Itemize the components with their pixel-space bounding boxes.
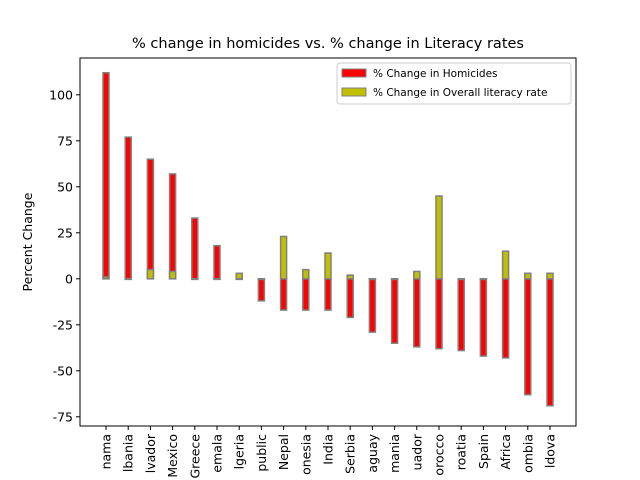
x-tick-label-9: onesia [298, 434, 313, 475]
bar-literacy-19 [524, 272, 532, 280]
legend-swatch-0 [341, 68, 367, 78]
bar-homicides-19 [524, 278, 532, 396]
bar-homicides-13 [390, 278, 399, 344]
bar-homicides-10 [324, 278, 332, 311]
legend-label-0: % Change in Homicides [373, 68, 498, 80]
x-tick-label-20: ldova [543, 434, 558, 468]
plot-frame [79, 57, 577, 427]
x-tick-label-15: orocco [432, 434, 447, 476]
bar-homicides-14 [413, 278, 421, 348]
bar-homicides-7 [257, 278, 266, 302]
bar-homicides-3 [168, 173, 177, 280]
x-tick-label-7: public [254, 434, 269, 472]
bar-homicides-11 [346, 278, 354, 319]
bar-homicides-4 [191, 217, 199, 280]
x-tick-label-3: Mexico [165, 434, 180, 478]
bar-literacy-11 [346, 274, 354, 280]
x-tick-label-19: ombia [520, 434, 535, 473]
bar-literacy-14 [413, 270, 421, 280]
bar-literacy-13 [390, 278, 399, 281]
x-tick-label-10: India [321, 434, 336, 465]
bar-literacy-10 [324, 252, 332, 280]
y-tick-label-1: -50 [53, 363, 73, 378]
bar-literacy-7 [257, 278, 266, 281]
bar-homicides-20 [546, 278, 554, 407]
x-tick-label-18: Africa [498, 434, 513, 470]
x-tick-label-5: emala [210, 434, 225, 473]
bar-literacy-3 [168, 270, 177, 280]
y-axis: -75 -50 -25 0 25 50 75 100 [49, 87, 80, 424]
bar-homicides-15 [435, 278, 443, 350]
bar-literacy-17 [479, 278, 488, 281]
bar-literacy-15 [435, 195, 443, 280]
legend-swatch-1 [341, 87, 367, 97]
bar-literacy-8 [279, 235, 288, 280]
bar-literacy-4 [191, 278, 199, 281]
x-tick-label-4: Greece [187, 434, 202, 479]
bar-literacy-6 [235, 272, 243, 280]
bar-homicides-17 [479, 278, 488, 357]
y-tick-label-7: 100 [49, 87, 73, 102]
bar-literacy-16 [457, 278, 465, 281]
bar-homicides-12 [368, 278, 377, 333]
x-tick-label-16: roatia [454, 434, 469, 470]
bars-layer [102, 71, 554, 407]
legend: % Change in Homicides % Change in Overall… [336, 62, 572, 105]
y-tick-label-0: -75 [53, 409, 73, 424]
y-tick-label-5: 50 [57, 179, 73, 194]
bar-homicides-9 [302, 278, 310, 311]
legend-box [336, 62, 572, 105]
x-tick-label-13: mania [387, 434, 402, 473]
bar-literacy-9 [302, 268, 310, 280]
bar-homicides-0 [102, 71, 110, 280]
y-tick-label-6: 75 [57, 133, 73, 148]
bar-literacy-2 [146, 268, 155, 280]
x-tick-label-11: Serbia [343, 434, 358, 474]
bar-literacy-1 [124, 278, 132, 281]
bar-literacy-20 [546, 272, 554, 280]
y-tick-label-2: -25 [53, 317, 73, 332]
bar-homicides-16 [457, 278, 465, 352]
legend-label-1: % Change in Overall literacy rate [373, 87, 547, 99]
y-axis-label: Percent Change [20, 192, 35, 291]
y-tick-label-4: 25 [57, 225, 73, 240]
bar-literacy-0 [102, 276, 110, 280]
y-tick-label-3: 0 [65, 271, 73, 286]
x-tick-label-17: Spain [476, 434, 491, 469]
bar-homicides-2 [146, 158, 155, 280]
x-tick-label-6: lgeria [232, 434, 247, 469]
x-tick-label-1: lbania [121, 434, 136, 472]
x-axis: nama lbania lvador Mexico Greece emala lgeria p… [99, 426, 558, 479]
x-tick-label-14: uador [409, 433, 424, 470]
x-tick-label-0: nama [99, 434, 114, 469]
bar-homicides-18 [501, 278, 510, 359]
bar-literacy-5 [213, 278, 221, 281]
x-tick-label-2: lvador [143, 433, 158, 473]
bar-literacy-18 [501, 250, 510, 280]
chart-title: % change in homicides vs. % change in Li… [132, 36, 524, 52]
x-tick-label-8: Nepal [276, 434, 291, 470]
bar-homicides-8 [279, 278, 288, 311]
x-tick-label-12: aguay [365, 433, 380, 472]
bar-homicides-1 [124, 136, 132, 280]
bar-literacy-12 [368, 278, 377, 281]
bar-homicides-5 [213, 244, 221, 280]
